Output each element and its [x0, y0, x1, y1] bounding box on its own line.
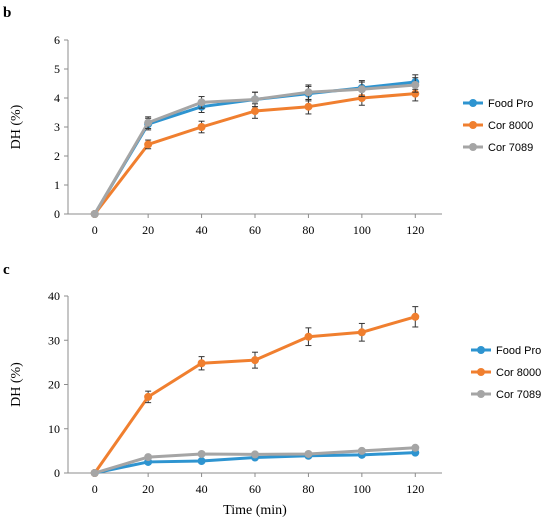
data-point [357, 94, 366, 102]
series-cor-7089 [90, 77, 420, 218]
y-axis-title: DH (%) [9, 104, 24, 149]
x-tick-label: 0 [92, 223, 98, 237]
y-tick-label: 3 [54, 120, 60, 134]
data-point [144, 118, 153, 127]
y-tick-label: 40 [48, 289, 60, 303]
data-point [90, 210, 99, 218]
data-point [197, 98, 206, 107]
data-point [357, 328, 366, 337]
legend-item: Food Pro [463, 98, 533, 110]
legend-swatch-marker [469, 99, 477, 107]
legend-label: Food Pro [488, 98, 533, 110]
x-tick-label: 20 [142, 482, 154, 496]
data-point [357, 85, 366, 94]
series-cor-7089 [90, 443, 420, 477]
x-axis-title: Time (min) [223, 503, 287, 518]
y-tick-label: 0 [54, 466, 60, 480]
data-point [251, 450, 259, 459]
data-point [251, 107, 259, 116]
legend-item: Cor 8000 [471, 367, 541, 379]
legend-label: Cor 7089 [496, 389, 541, 401]
legend-swatch-marker [477, 368, 485, 376]
data-point [304, 449, 313, 458]
legend-swatch-marker [469, 143, 477, 151]
y-axis-title: DH (%) [9, 362, 24, 407]
chart-c: 0 10 20 30 40 0 20 40 60 80 100 120 DH (%) Time (min)… [9, 289, 541, 518]
x-tick-label: 0 [92, 482, 98, 496]
data-point [357, 446, 366, 455]
series-cor-8000 [90, 306, 420, 477]
legend-item: Cor 8000 [463, 120, 533, 132]
x-tick-label: 100 [353, 223, 371, 237]
y-tick-label: 10 [48, 422, 60, 436]
x-tick-label: 60 [249, 482, 261, 496]
x-tick-label: 40 [196, 482, 208, 496]
panel-label-b: b [3, 5, 11, 21]
legend-label: Cor 7089 [488, 142, 533, 154]
data-point [304, 88, 313, 97]
legend-label: Cor 8000 [496, 367, 541, 379]
y-tick-label: 4 [54, 91, 60, 105]
y-tick-label: 1 [54, 178, 60, 192]
x-tick-label: 120 [406, 223, 424, 237]
legend-swatch-marker [477, 346, 485, 354]
y-tick-label: 20 [48, 378, 60, 392]
y-tick-label: 0 [54, 207, 60, 221]
x-tick-label: 60 [249, 223, 261, 237]
data-point [304, 332, 313, 341]
data-point [251, 95, 259, 104]
x-tick-label: 80 [302, 223, 314, 237]
data-point [304, 102, 313, 111]
x-tick-label: 20 [142, 223, 154, 237]
y-tick-label: 30 [48, 333, 60, 347]
x-tick-label: 100 [353, 482, 371, 496]
legend-item: Cor 7089 [471, 389, 541, 401]
data-point [411, 80, 420, 89]
legend-swatch-marker [469, 121, 477, 129]
data-point [411, 89, 420, 98]
data-point [411, 443, 420, 452]
legend-label: Cor 8000 [488, 120, 533, 132]
x-tick-label: 120 [406, 482, 424, 496]
data-point [197, 359, 206, 368]
data-point [197, 457, 206, 466]
panel-label-c: c [3, 262, 10, 278]
data-point [144, 140, 153, 149]
legend-item: Food Pro [471, 345, 541, 357]
y-tick-label: 5 [54, 62, 60, 76]
legend-label: Food Pro [496, 345, 541, 357]
data-point [251, 356, 259, 365]
x-tick-label: 40 [196, 223, 208, 237]
y-tick-label: 6 [54, 33, 60, 47]
data-point [90, 469, 99, 477]
data-point [197, 123, 206, 131]
legend-item: Cor 7089 [463, 142, 533, 154]
legend-swatch-marker [477, 390, 485, 398]
y-tick-label: 2 [54, 149, 60, 163]
data-point [411, 312, 420, 321]
x-tick-label: 80 [302, 482, 314, 496]
data-point [144, 392, 153, 401]
data-point [197, 449, 206, 458]
data-point [144, 453, 153, 462]
